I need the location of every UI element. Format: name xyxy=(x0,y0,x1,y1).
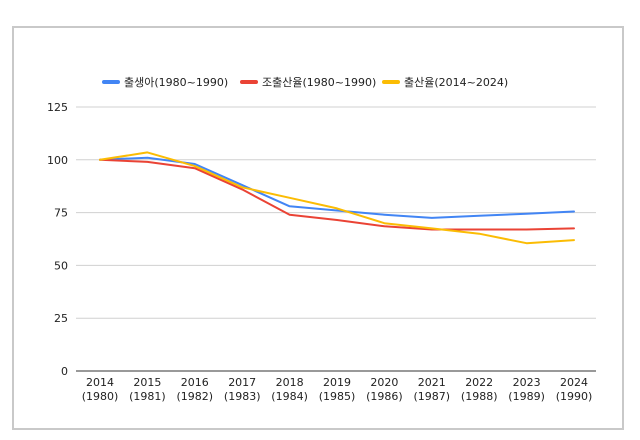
series-line-2 xyxy=(99,158,575,231)
x-tick-sublabel: (1989) xyxy=(508,390,545,403)
y-tick-label: 25 xyxy=(54,312,68,325)
x-tick-label: 2014 xyxy=(86,376,114,389)
x-tick-sublabel: (1990) xyxy=(556,390,593,403)
series-line-3 xyxy=(99,151,575,245)
x-tick-label: 2022 xyxy=(465,376,493,389)
y-tick-label: 75 xyxy=(54,207,68,220)
legend-label-3: 출산율(2014~2024) xyxy=(404,76,508,89)
x-tick-label: 2019 xyxy=(323,376,351,389)
y-axis-ticks: 0 25 50 75 100 125 xyxy=(47,101,68,378)
x-tick-sublabel: (1980) xyxy=(82,390,119,403)
x-tick-label: 2021 xyxy=(418,376,446,389)
y-tick-label: 50 xyxy=(54,259,68,272)
legend: 출생아(1980~1990) 조출산율(1980~1990) 출산율(2014~20… xyxy=(102,76,508,89)
grid-lines xyxy=(76,106,596,372)
x-axis-ticks: 2014(1980) 2015(1981) 2016(1982) 2017(1983)… xyxy=(82,376,593,403)
legend-label-1: 출생아(1980~1990) xyxy=(124,76,228,89)
y-tick-label: 0 xyxy=(61,365,68,378)
x-tick-label: 2016 xyxy=(181,376,209,389)
x-tick-label: 2017 xyxy=(228,376,256,389)
x-tick-sublabel: (1983) xyxy=(224,390,261,403)
x-tick-sublabel: (1982) xyxy=(177,390,214,403)
x-tick-sublabel: (1986) xyxy=(366,390,403,403)
x-tick-label: 2018 xyxy=(276,376,304,389)
chart-frame xyxy=(12,26,624,430)
x-tick-sublabel: (1987) xyxy=(414,390,451,403)
x-tick-label: 2015 xyxy=(133,376,161,389)
x-tick-sublabel: (1984) xyxy=(271,390,308,403)
x-tick-label: 2020 xyxy=(370,376,398,389)
x-tick-sublabel: (1985) xyxy=(319,390,356,403)
x-tick-sublabel: (1988) xyxy=(461,390,498,403)
x-tick-label: 2024 xyxy=(560,376,588,389)
series-lines xyxy=(99,151,575,245)
x-tick-sublabel: (1981) xyxy=(129,390,166,403)
y-tick-label: 100 xyxy=(47,154,68,167)
legend-label-2: 조출산율(1980~1990) xyxy=(262,76,376,89)
x-tick-label: 2023 xyxy=(513,376,541,389)
y-tick-label: 125 xyxy=(47,101,68,114)
